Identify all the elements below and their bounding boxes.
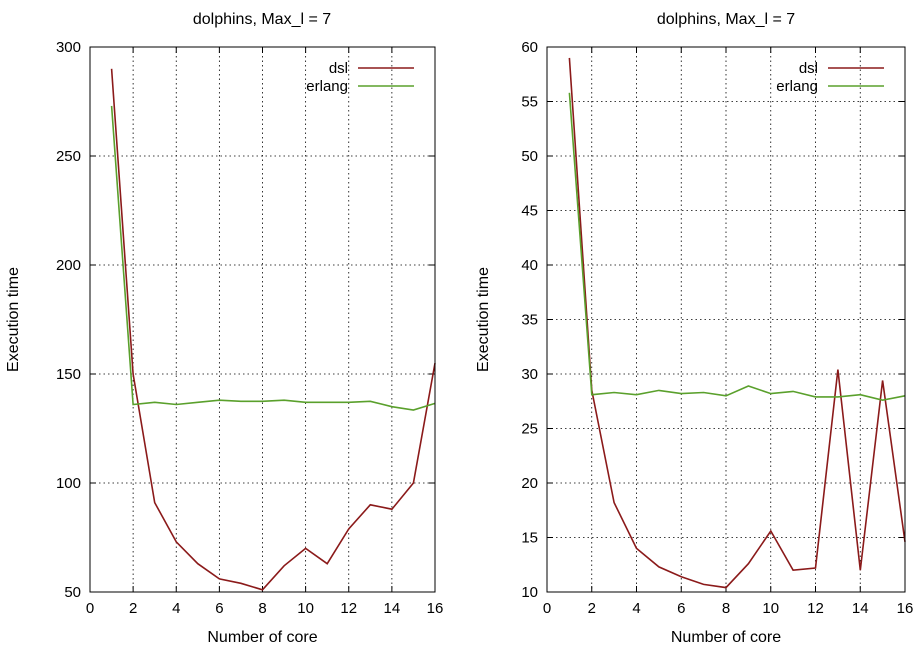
y-tick-label: 30 <box>521 366 538 383</box>
legend-label-erlang: erlang <box>306 78 348 95</box>
plot-frame <box>546 46 906 593</box>
y-tick-label: 20 <box>521 475 538 492</box>
chart-title: dolphins, Max_l = 7 <box>193 11 331 28</box>
x-tick-label: 4 <box>172 600 180 617</box>
y-axis-label: Execution time <box>5 267 22 372</box>
y-tick-label: 40 <box>521 257 538 274</box>
plot-frame <box>89 46 436 593</box>
x-tick-label: 16 <box>427 600 444 617</box>
x-tick-label: 14 <box>852 600 869 617</box>
x-tick-label: 14 <box>384 600 401 617</box>
y-tick-label: 25 <box>521 421 538 438</box>
series-line-erlang <box>110 105 436 411</box>
y-tick-label: 250 <box>56 148 81 165</box>
y-tick-label: 35 <box>521 312 538 329</box>
x-axis-label: Number of core <box>207 629 317 646</box>
legend-label-dsl: dsl <box>329 60 348 77</box>
x-tick-label: 4 <box>632 600 640 617</box>
x-tick-label: 6 <box>215 600 223 617</box>
x-tick-label: 8 <box>722 600 730 617</box>
x-tick-label: 0 <box>543 600 551 617</box>
y-tick-label: 45 <box>521 203 538 220</box>
x-tick-label: 6 <box>677 600 685 617</box>
y-tick-label: 10 <box>521 584 538 601</box>
y-tick-label: 100 <box>56 475 81 492</box>
y-axis-label: Execution time <box>475 267 492 372</box>
x-tick-label: 12 <box>340 600 357 617</box>
legend-label-dsl: dsl <box>799 60 818 77</box>
y-tick-label: 55 <box>521 94 538 111</box>
y-tick-label: 300 <box>56 39 81 56</box>
y-tick-label: 50 <box>64 584 81 601</box>
y-tick-label: 60 <box>521 39 538 56</box>
legend-label-erlang: erlang <box>776 78 818 95</box>
series-line-dsl <box>568 57 906 589</box>
chart-title: dolphins, Max_l = 7 <box>657 11 795 28</box>
y-tick-label: 15 <box>521 530 538 547</box>
series-line-dsl <box>110 68 436 591</box>
y-tick-label: 150 <box>56 366 81 383</box>
x-tick-label: 2 <box>129 600 137 617</box>
x-tick-label: 12 <box>807 600 824 617</box>
x-tick-label: 0 <box>86 600 94 617</box>
x-tick-label: 10 <box>762 600 779 617</box>
x-axis-label: Number of core <box>671 629 781 646</box>
x-tick-label: 16 <box>897 600 914 617</box>
y-tick-label: 50 <box>521 148 538 165</box>
x-tick-label: 8 <box>258 600 266 617</box>
y-tick-label: 200 <box>56 257 81 274</box>
x-tick-label: 2 <box>588 600 596 617</box>
series-line-erlang <box>568 92 906 402</box>
x-tick-label: 10 <box>297 600 314 617</box>
